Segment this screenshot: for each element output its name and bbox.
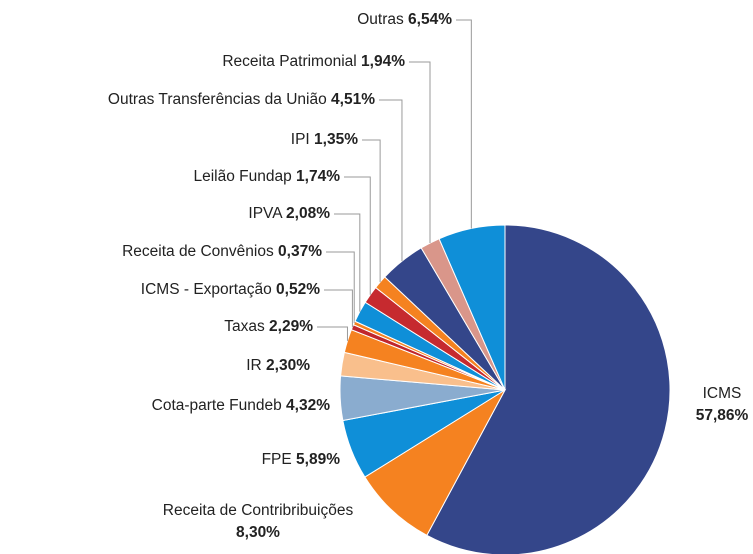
slice-label: ICMS — [703, 385, 742, 402]
slice-value: 57,86% — [696, 407, 749, 424]
slice-name: FPE — [262, 451, 292, 468]
leader-line — [324, 289, 353, 328]
slice-name: Leilão Fundap — [193, 168, 291, 185]
pie-slice — [438, 224, 506, 391]
slice-value: 1,94% — [361, 53, 405, 70]
leader-line — [326, 251, 355, 323]
leader-line — [317, 326, 348, 341]
slice-name: IPVA — [248, 205, 283, 222]
slice-name: IPI — [291, 131, 310, 148]
slice-label: Receita Patrimonial 1,94% — [222, 53, 405, 70]
slice-label: Leilão Fundap 1,74% — [193, 168, 340, 185]
slice-name: Taxas — [224, 318, 265, 335]
slice-label: IPI 1,35% — [291, 131, 358, 148]
pie-slice — [426, 224, 671, 554]
slice-name: Receita Patrimonial — [222, 53, 356, 70]
leader-line — [456, 19, 472, 229]
slice-label: Receita de Contribribuições — [163, 502, 354, 519]
slice-name: IR — [246, 357, 262, 374]
slice-label: Receita de Convênios 0,37% — [122, 243, 322, 260]
slice-value: 5,89% — [296, 451, 340, 468]
leader-line — [409, 61, 431, 244]
slice-value: 2,29% — [269, 318, 313, 335]
slice-label: Outras 6,54% — [357, 11, 452, 28]
slice-value: 1,35% — [314, 131, 358, 148]
slice-label: IR 2,30% — [246, 357, 310, 374]
slice-label: ICMS - Exportação 0,52% — [141, 281, 320, 298]
leader-line — [344, 176, 371, 295]
leader-line — [362, 139, 381, 283]
slice-value: 4,32% — [286, 397, 330, 414]
slice-value: 1,74% — [296, 168, 340, 185]
slice-label: FPE 5,89% — [262, 451, 341, 468]
slice-value: 0,37% — [278, 243, 322, 260]
slice-name: Receita de Convênios — [122, 243, 274, 260]
slice-name: Outras Transferências da União — [108, 91, 327, 108]
slice-name: ICMS - Exportação — [141, 281, 272, 298]
slice-value: 2,30% — [266, 357, 310, 374]
slice-label: Outras Transferências da União 4,51% — [108, 91, 375, 108]
pie-slice — [364, 388, 507, 536]
leader-line — [379, 99, 403, 262]
slice-value: 8,30% — [236, 524, 280, 541]
slice-name: Cota-parte Fundeb — [152, 397, 282, 414]
slice-value: 2,08% — [286, 205, 330, 222]
slice-label: Taxas 2,29% — [224, 318, 313, 335]
leader-line — [334, 213, 361, 312]
slice-label: Cota-parte Fundeb 4,32% — [152, 397, 331, 414]
slice-name: Outras — [357, 11, 404, 28]
slice-value: 0,52% — [276, 281, 320, 298]
slice-label: IPVA 2,08% — [248, 205, 330, 222]
slice-value: 4,51% — [331, 91, 375, 108]
slice-value: 6,54% — [408, 11, 452, 28]
